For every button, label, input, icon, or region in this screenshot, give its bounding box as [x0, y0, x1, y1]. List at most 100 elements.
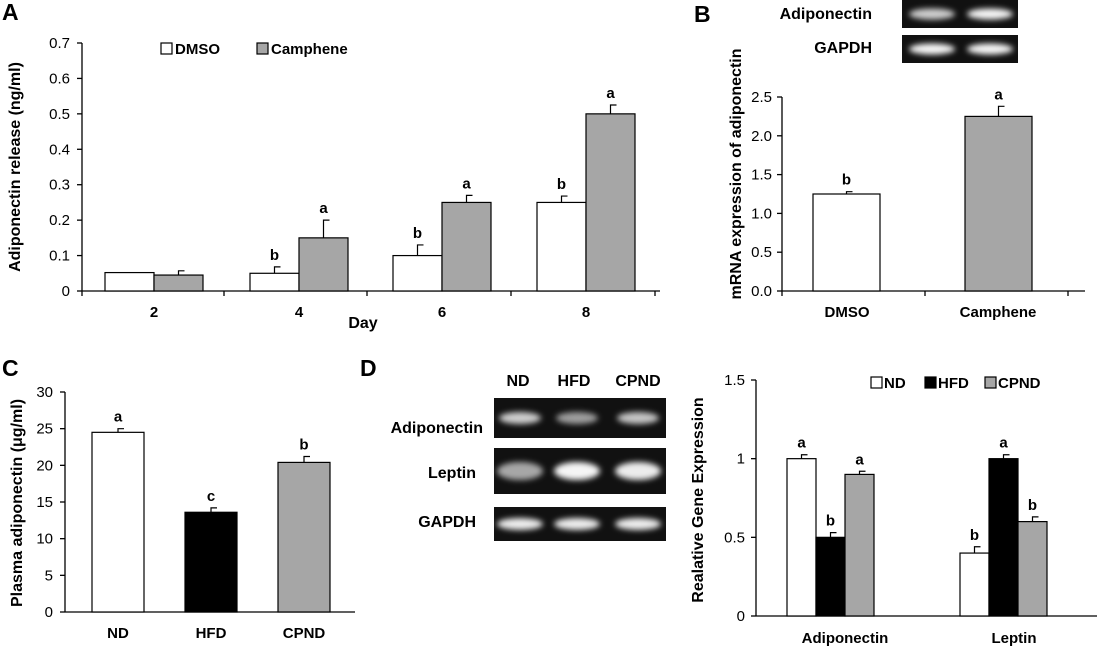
gel-d-lane-cpnd: CPND	[615, 373, 660, 390]
gel-d-band-leptin-lane-1	[497, 462, 543, 480]
gel-b: Adiponectin GAPDH	[780, 6, 872, 57]
chart-a-bar-8-dmso-significance-letter: b	[557, 176, 566, 193]
gel-d-band-leptin-lane-2	[554, 462, 600, 480]
chart-c-bar-nd	[91, 431, 145, 613]
chart-a-bar-6-camphene-error-bar	[465, 194, 473, 203]
chart-b-bar-camphene-significance-letter: a	[994, 86, 1003, 103]
chart-c-bar-hfd	[184, 511, 238, 613]
chart-d-bar-leptin-nd-significance-letter: b	[970, 527, 979, 544]
chart-a-ytick-label: 0.6	[49, 70, 70, 87]
chart-c-ytick-label: 25	[36, 421, 53, 438]
chart-d-bar-leptin-hfd-error-bar	[1002, 454, 1010, 459]
gel-b-band-adiponectin-lane-1	[909, 8, 955, 20]
legend-swatch-nd	[870, 376, 883, 389]
gel-d-band-adiponectin-lane-1	[499, 412, 541, 424]
chart-a-ytick-label: 0.2	[49, 212, 70, 229]
chart-b-ytick-label: 1.0	[751, 205, 772, 222]
panel-label-c: C	[2, 355, 19, 381]
chart-b-bar-camphene	[964, 115, 1033, 292]
gel-b-band-gapdh-lane-2	[967, 43, 1013, 55]
chart-c-ylabel: Plasma adiponectin (μg/ml)	[9, 399, 26, 607]
gel-d-lane-hfd: HFD	[558, 373, 591, 390]
chart-a-ytick-label: 0	[62, 283, 70, 300]
gel-b-label-adiponectin: Adiponectin	[780, 6, 872, 23]
chart-a-bar-4-camphene-error-bar	[322, 219, 330, 238]
chart-c-bar-hfd-significance-letter: c	[207, 488, 215, 505]
chart-b-bar-camphene-error-bar	[997, 105, 1005, 117]
chart-d-bar-leptin-nd-error-bar	[973, 546, 981, 554]
legend-swatch-hfd	[924, 376, 937, 389]
gel-d-label-adiponectin: Adiponectin	[391, 420, 483, 437]
chart-a-ytick-label: 0.4	[49, 141, 70, 158]
chart-a-bar-8-camphene	[585, 113, 636, 292]
chart-b-category-label-dmso: DMSO	[825, 304, 870, 321]
chart-c-plasma-adiponectin: Plasma adiponectin (μg/ml) 0 5 10 15 20 25 30 N…	[9, 384, 355, 642]
chart-d-category-label-adiponectin: Adiponectin	[802, 630, 889, 647]
gel-d-band-leptin-lane-3	[615, 462, 661, 480]
chart-a-ytick-label: 0.1	[49, 248, 70, 265]
chart-a-bar-6-dmso	[392, 254, 443, 292]
chart-c-bar-nd-error-bar	[117, 428, 124, 433]
gel-d-band-gapdh-lane-2	[554, 518, 600, 530]
gel-d-band-adiponectin-lane-2	[556, 412, 598, 424]
chart-d-bar-adiponectin-cpnd	[844, 473, 875, 617]
chart-d-ytick-label: 1	[737, 451, 745, 468]
chart-a-bar-4-camphene-significance-letter: a	[319, 200, 328, 217]
chart-a-category-label-4: 4	[295, 304, 304, 321]
legend-swatch-dmso	[160, 42, 173, 55]
chart-a-ylabel: Adiponectin release (ng/ml)	[7, 62, 24, 272]
chart-d-bar-leptin-cpnd-error-bar	[1031, 516, 1039, 522]
chart-c-category-label-cpnd: CPND	[283, 625, 326, 642]
chart-c-bar-cpnd-error-bar	[303, 455, 310, 463]
chart-a-bar-6-camphene	[441, 201, 492, 292]
legend-label-hfd: HFD	[938, 375, 969, 392]
chart-b-ytick-label: 0.0	[751, 283, 772, 300]
chart-d-bar-adiponectin-nd-error-bar	[800, 454, 808, 459]
chart-d-bar-leptin-nd	[959, 552, 990, 617]
chart-d-bar-adiponectin-hfd-error-bar	[829, 532, 837, 538]
chart-a-bar-8-dmso-error-bar	[560, 195, 568, 203]
chart-a-category-label-8: 8	[582, 304, 590, 321]
chart-b-bar-dmso-significance-letter: b	[842, 172, 851, 189]
chart-b-ytick-label: 0.5	[751, 244, 772, 261]
chart-d-bar-adiponectin-cpnd-error-bar	[858, 470, 866, 475]
chart-d-bar-leptin-cpnd-significance-letter: b	[1028, 497, 1037, 514]
gel-d-band-gapdh-lane-3	[615, 518, 661, 530]
chart-c-ytick-label: 20	[36, 457, 53, 474]
chart-c-bar-hfd-error-bar	[210, 507, 217, 513]
chart-b-category-label-camphene: Camphene	[960, 304, 1037, 321]
gel-b-band-adiponectin-lane-2	[967, 8, 1013, 20]
chart-c-bar-cpnd	[277, 461, 331, 613]
chart-b-ytick-label: 1.5	[751, 167, 772, 184]
gel-b-bands	[902, 0, 1018, 63]
legend-label-camphene: Camphene	[271, 41, 348, 58]
chart-a-adiponectin-release: Adiponectin release (ng/ml) Day DMSO Cam…	[7, 35, 660, 332]
gel-d-bands	[494, 398, 666, 541]
chart-a-bar-2-camphene-error-bar	[177, 270, 185, 276]
chart-c-ytick-label: 30	[36, 384, 53, 401]
chart-a-bar-4-dmso-significance-letter: b	[270, 247, 279, 264]
chart-d-bar-adiponectin-nd-significance-letter: a	[797, 435, 806, 452]
chart-a-bar-4-dmso	[249, 272, 300, 292]
chart-c-ytick-label: 0	[45, 604, 53, 621]
chart-a-bar-6-dmso-error-bar	[416, 244, 424, 256]
chart-a-category-label-6: 6	[438, 304, 446, 321]
chart-d-bar-leptin-hfd-significance-letter: a	[999, 435, 1008, 452]
chart-d-legend: ND HFD CPND	[870, 375, 1041, 392]
legend-label-nd: ND	[884, 375, 906, 392]
chart-d-bar-adiponectin-hfd	[815, 536, 846, 617]
chart-a-bar-8-camphene-error-bar	[609, 104, 617, 114]
chart-b-bar-dmso	[812, 193, 881, 292]
chart-b-bar-dmso-error-bar	[845, 191, 853, 194]
chart-c-ytick-label: 5	[45, 567, 53, 584]
legend-label-cpnd: CPND	[998, 375, 1041, 392]
chart-d-bar-leptin-cpnd	[1017, 520, 1048, 617]
chart-a-bar-4-camphene	[298, 237, 349, 292]
chart-a-bar-4-dmso-error-bar	[273, 266, 281, 274]
chart-d-ytick-label: 0	[737, 608, 745, 625]
chart-a-legend: DMSO Camphene	[160, 41, 348, 58]
chart-b-ylabel: mRNA expression of adiponectin	[728, 49, 745, 300]
gel-d: ND HFD CPND Adiponectin Leptin GAPDH	[391, 373, 661, 531]
gel-d-label-leptin: Leptin	[428, 465, 476, 482]
chart-c-category-label-nd: ND	[107, 625, 129, 642]
